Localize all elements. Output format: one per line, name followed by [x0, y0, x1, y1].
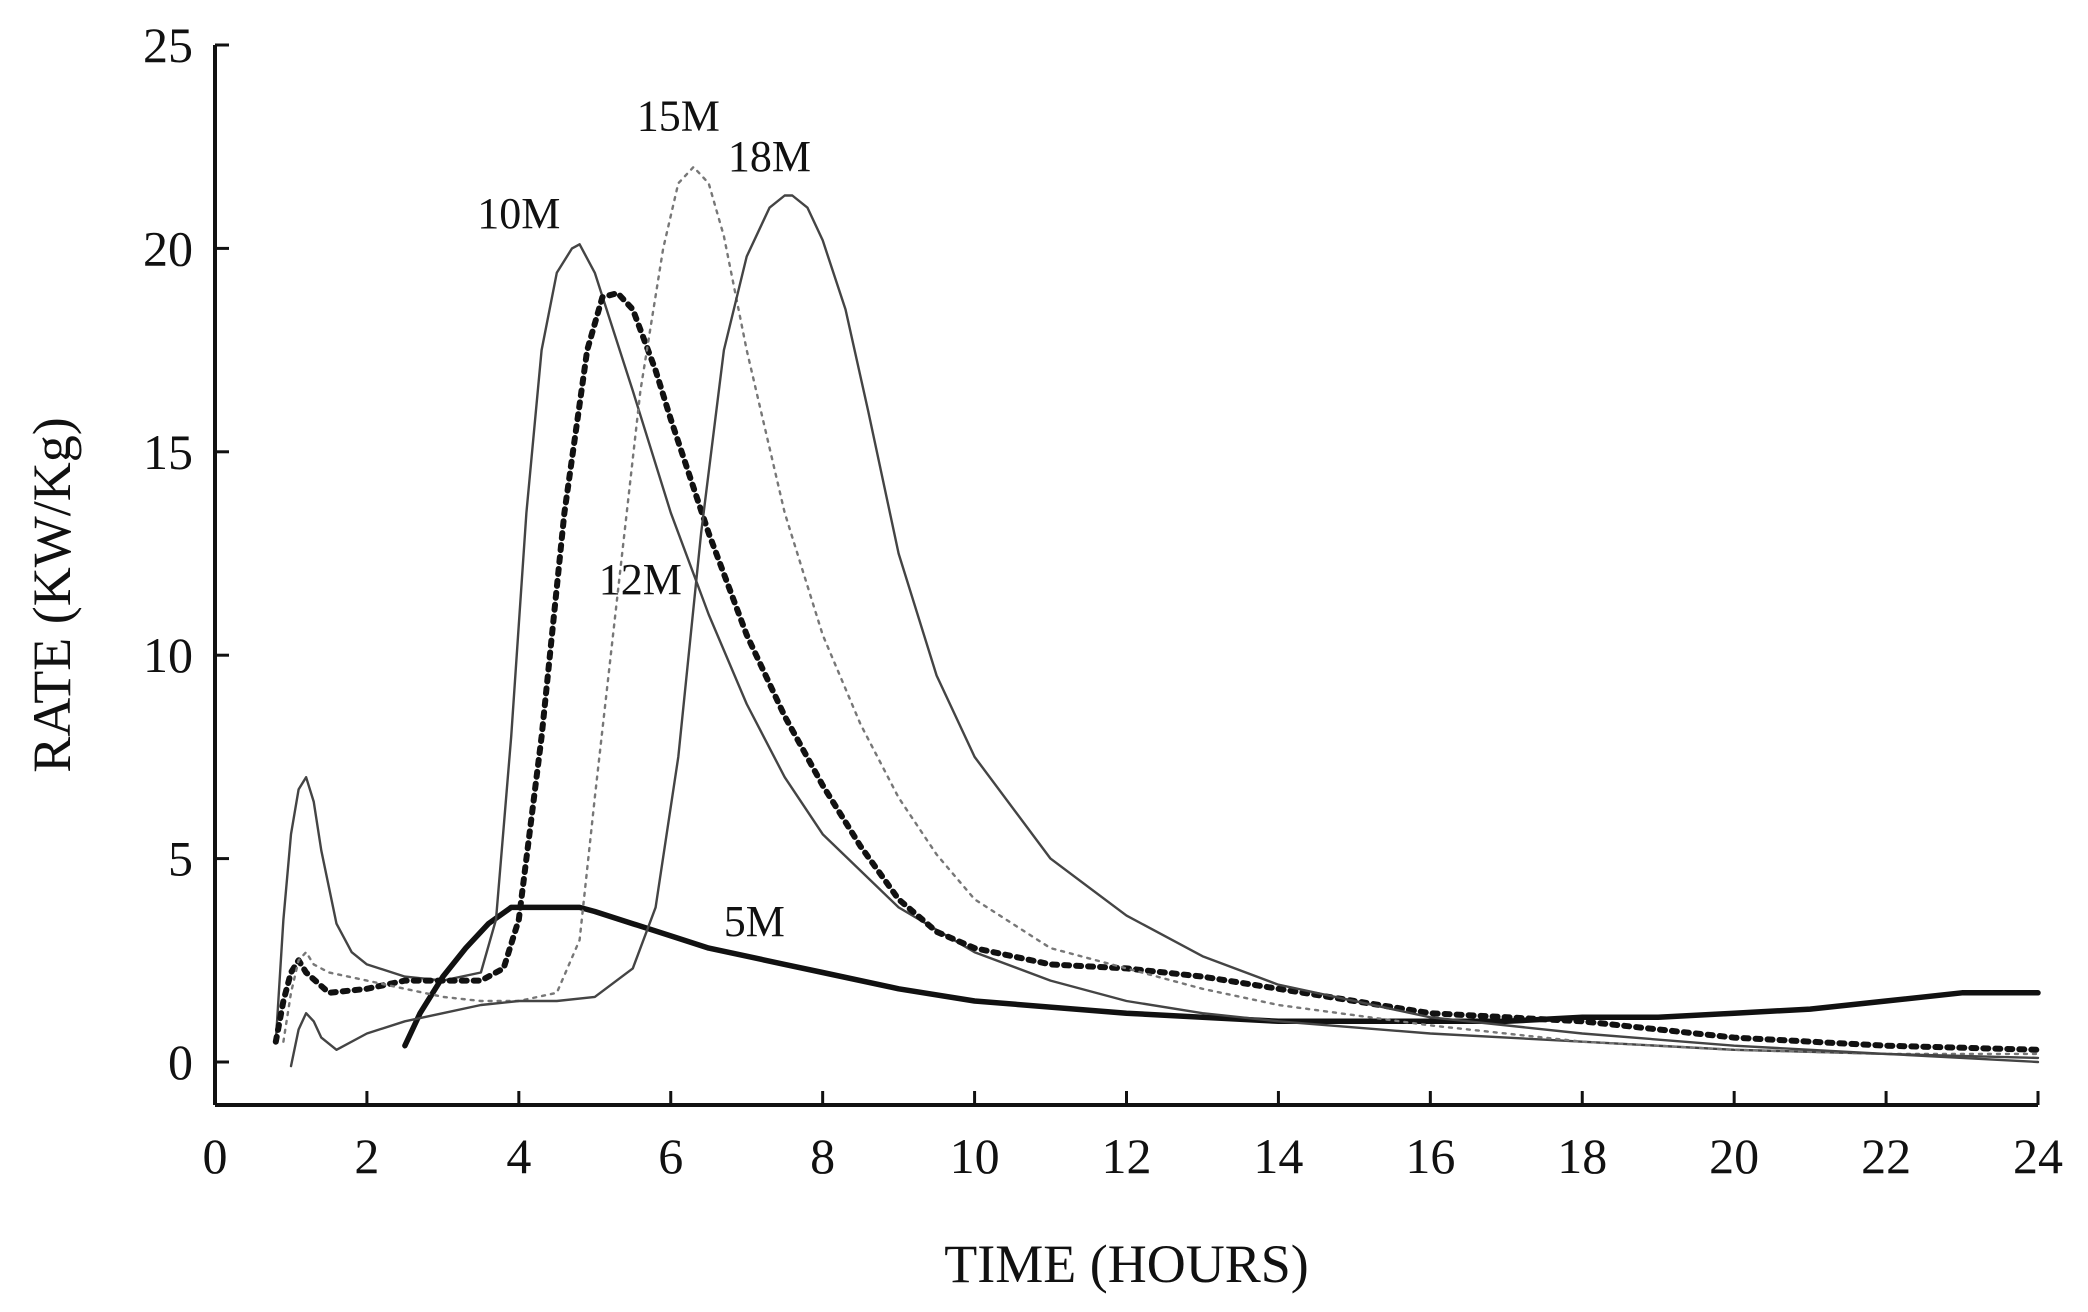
x-tick-label: 16	[1405, 1128, 1455, 1184]
x-tick-label: 20	[1709, 1128, 1759, 1184]
x-axis-ticks: 0 2 4 6 8 10 12 14 16 18 20 22 24	[203, 1091, 2063, 1184]
series-line-18m	[289, 194, 2040, 1068]
x-tick-label: 12	[1102, 1128, 1152, 1184]
series-line-12m	[272, 290, 2041, 1053]
y-tick-label: 0	[168, 1034, 193, 1090]
x-tick-label: 14	[1253, 1128, 1303, 1184]
y-tick-label: 5	[168, 831, 193, 887]
series-line-5m	[402, 904, 2041, 1049]
y-axis-ticks: 0 5 10 15 20 25	[143, 17, 229, 1090]
x-axis-title: TIME (HOURS)	[944, 1234, 1308, 1294]
x-tick-label: 2	[354, 1128, 379, 1184]
series-label-18m: 18M	[728, 132, 811, 181]
data-series	[272, 165, 2041, 1068]
series-line-10m	[274, 243, 2040, 1064]
x-tick-label: 8	[810, 1128, 835, 1184]
y-tick-label: 25	[143, 17, 193, 73]
x-tick-label: 22	[1861, 1128, 1911, 1184]
y-tick-label: 20	[143, 220, 193, 276]
series-label-10m: 10M	[477, 189, 560, 238]
x-tick-label: 4	[506, 1128, 531, 1184]
y-tick-label: 15	[143, 424, 193, 480]
x-tick-label: 6	[658, 1128, 683, 1184]
x-tick-label: 18	[1557, 1128, 1607, 1184]
y-tick-label: 10	[143, 627, 193, 683]
x-tick-label: 10	[950, 1128, 1000, 1184]
series-line-15m	[282, 165, 2040, 1056]
x-tick-label: 24	[2013, 1128, 2063, 1184]
series-label-15m: 15M	[637, 91, 720, 140]
x-tick-label: 0	[203, 1128, 228, 1184]
series-label-5m: 5M	[724, 897, 785, 946]
y-axis-title: RATE (KW/Kg)	[22, 417, 82, 772]
series-label-12m: 12M	[599, 555, 682, 604]
